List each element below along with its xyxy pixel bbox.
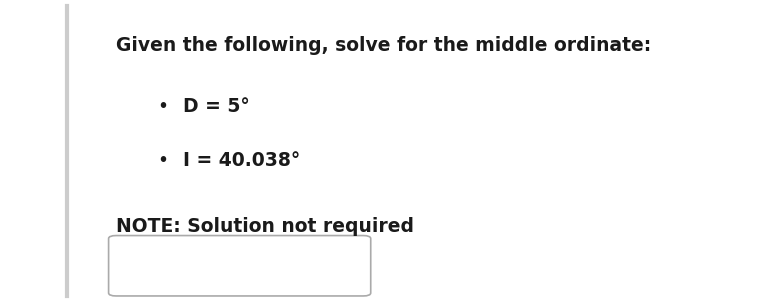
Text: I = 40.038°: I = 40.038°: [183, 151, 301, 170]
FancyBboxPatch shape: [109, 236, 371, 296]
Text: •: •: [158, 151, 168, 170]
Text: NOTE: Solution not required: NOTE: Solution not required: [116, 217, 414, 236]
Text: •: •: [158, 97, 168, 116]
Text: Given the following, solve for the middle ordinate:: Given the following, solve for the middl…: [116, 36, 651, 55]
Text: D = 5°: D = 5°: [183, 97, 250, 116]
